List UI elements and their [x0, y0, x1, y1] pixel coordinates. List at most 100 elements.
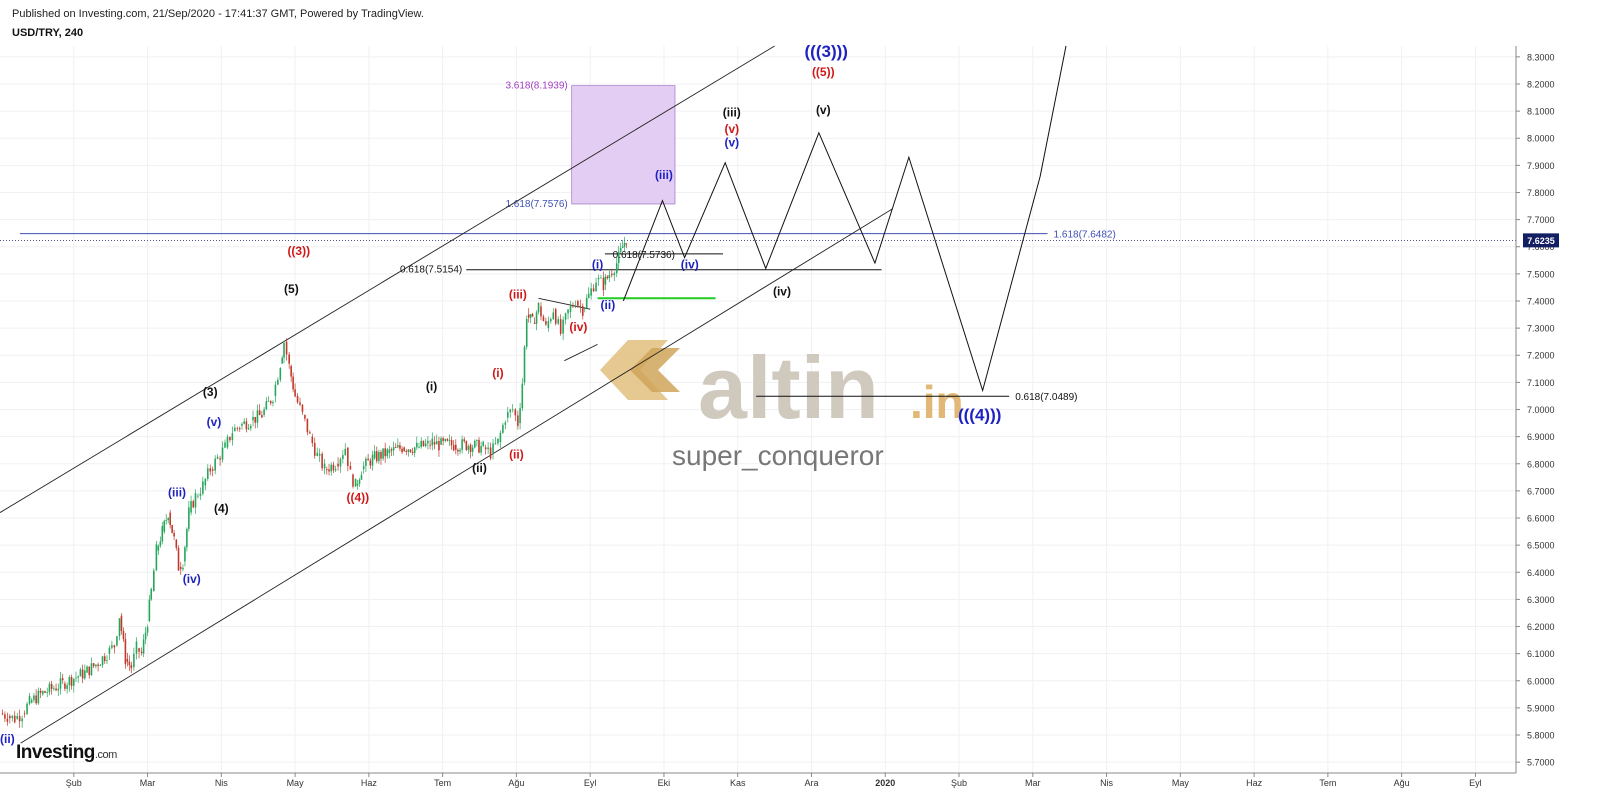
candle-body: [90, 663, 93, 676]
candle-body: [467, 446, 470, 450]
candle-body: [397, 445, 399, 448]
brand-name: Investing: [16, 742, 95, 763]
candle-body: [424, 443, 427, 447]
candle-body: [583, 308, 586, 310]
candle-body: [455, 444, 457, 450]
candle-body: [86, 666, 88, 673]
candle-body: [457, 449, 459, 452]
x-tick-label: Haz: [361, 778, 378, 788]
candle-body: [167, 518, 169, 521]
candle-body: [597, 277, 600, 280]
candle-body: [41, 691, 44, 695]
watermark-logo-suffix: .in: [910, 376, 964, 428]
candle-body: [46, 692, 49, 694]
wave-label: ((3)): [287, 244, 310, 258]
candle-body: [103, 656, 106, 662]
x-tick-label: Ara: [804, 778, 818, 788]
candle-body: [623, 243, 626, 247]
fib-level-label: 0.618(7.5154): [400, 265, 462, 276]
candle-body: [427, 440, 429, 444]
candle-body: [296, 395, 299, 403]
candle-body: [194, 493, 197, 508]
candle-body: [581, 306, 584, 316]
candle-body: [50, 683, 53, 689]
candle-body: [165, 520, 168, 521]
published-info: Published on Investing.com, 21/Sep/2020 …: [12, 8, 424, 20]
candle-body: [502, 424, 504, 433]
candle-body: [399, 445, 401, 449]
candle-body: [448, 440, 451, 441]
watermark: altin .in super_conqueror: [600, 338, 964, 471]
watermark-author: super_conqueror: [672, 440, 884, 471]
candle-body: [256, 410, 259, 423]
x-tick-label: Tem: [1319, 778, 1336, 788]
candle-body: [602, 277, 605, 291]
candle-body: [416, 442, 418, 448]
candle-body: [444, 439, 447, 441]
candle-body: [265, 401, 268, 410]
wave-label: (iv): [681, 257, 699, 271]
y-tick-label: 7.8000: [1527, 188, 1555, 198]
candle-body: [9, 716, 11, 719]
candle-body: [272, 401, 274, 404]
candle-body: [190, 501, 192, 513]
candle-body: [92, 663, 95, 667]
candle-body: [511, 409, 514, 411]
y-tick-label: 6.5000: [1527, 541, 1555, 551]
candle-body: [288, 354, 290, 364]
candle-body: [330, 464, 333, 472]
candle-body: [39, 690, 42, 693]
y-tick-label: 7.1000: [1527, 378, 1555, 388]
candle-body: [442, 438, 444, 441]
candle-body: [380, 451, 382, 459]
candle-body: [285, 341, 288, 355]
candle-body: [418, 446, 420, 448]
candle-body: [258, 410, 261, 416]
candle-body: [28, 695, 31, 704]
x-tick-label: Şub: [951, 778, 967, 788]
candle-body: [135, 641, 138, 654]
candle-body: [559, 319, 562, 334]
candle-body: [146, 627, 149, 633]
candle-body: [562, 319, 564, 334]
wave-label: (5): [284, 282, 299, 296]
candle-body: [64, 683, 66, 689]
candle-body: [16, 716, 19, 719]
y-tick-label: 7.7000: [1527, 215, 1555, 225]
wave-label: (iv): [183, 572, 201, 586]
y-tick-label: 8.3000: [1527, 52, 1555, 62]
candle-body: [411, 451, 414, 453]
y-tick-label: 7.2000: [1527, 351, 1555, 361]
candle-body: [537, 302, 540, 313]
candle-body: [574, 306, 577, 308]
price-tag-box: [1523, 233, 1559, 248]
candle-body: [529, 314, 532, 318]
candle-body: [545, 321, 547, 325]
x-tick-label: Mar: [1025, 778, 1041, 788]
wave-label: (iii): [723, 106, 741, 120]
candle-body: [360, 474, 363, 480]
candle-body: [435, 441, 438, 445]
candle-body: [473, 440, 476, 448]
candle-body: [301, 404, 304, 412]
candle-body: [461, 439, 463, 450]
candle-body: [261, 415, 263, 418]
x-tick-label: Şub: [66, 778, 82, 788]
candle-body: [292, 376, 294, 390]
wave-label: (i): [426, 380, 437, 394]
candle-body: [550, 319, 552, 322]
wave-label: (ii): [601, 298, 616, 312]
candle-body: [431, 438, 434, 446]
candle-body: [382, 448, 384, 459]
y-tick-label: 7.9000: [1527, 161, 1555, 171]
candle-body: [4, 714, 6, 719]
channel-line-lower: [20, 208, 893, 744]
candle-body: [148, 599, 151, 622]
candle-body: [369, 460, 372, 466]
candle-body: [221, 447, 224, 460]
candle-body: [206, 468, 209, 479]
candle-body: [321, 453, 323, 469]
wave-label: (((3))): [805, 42, 848, 61]
candle-body: [124, 639, 127, 665]
